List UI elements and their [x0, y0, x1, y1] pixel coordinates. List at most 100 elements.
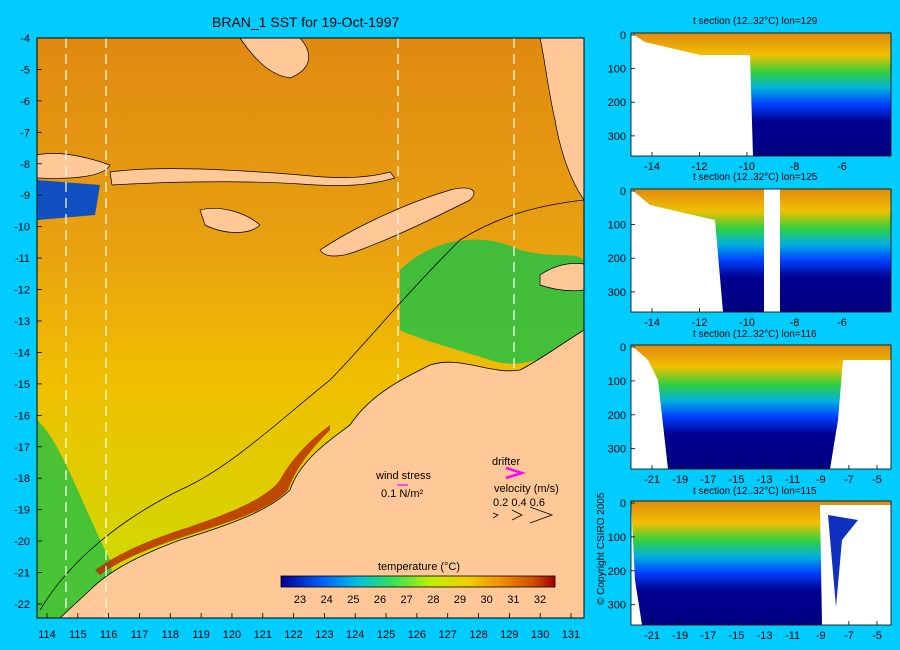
x-tick-label: 122 [284, 629, 302, 641]
x-tick-label: 126 [408, 629, 426, 641]
section-x-tick-label: -17 [700, 630, 716, 642]
x-tick-label: 115 [69, 629, 87, 641]
section-axes: 0 100 200 300 -14 -12 -10 -8 -6 0 100 200 300 -14 -12 -… [608, 30, 882, 642]
sections-svg: 0 100 200 300 -14 -12 -10 -8 -6 0 100 200 300 -14 -12 -… [608, 30, 892, 642]
velocity-label: velocity (m/s) [494, 483, 559, 495]
section-y-tick-label: 100 [608, 64, 626, 76]
australia-land [58, 329, 585, 619]
section-x-tick-label: -12 [692, 161, 708, 173]
section-y-tick-label: 0 [620, 186, 626, 198]
section-x-tick-label: -21 [644, 630, 660, 642]
colorbar-ticks: 23 24 25 26 27 28 29 30 31 32 [294, 594, 546, 606]
colorbar-tick-label: 24 [321, 594, 333, 606]
y-tick-label: -22 [14, 599, 30, 611]
section-x-tick-label: -5 [872, 474, 882, 486]
x-tick-label: 131 [562, 629, 580, 641]
velocity-arrows-icon [492, 506, 554, 524]
colorbar-tick-label: 29 [454, 594, 466, 606]
y-tick-label: -9 [20, 190, 30, 202]
section-y-tick-label: 0 [620, 342, 626, 354]
cold-water-patch [37, 180, 100, 220]
section-y-tick-label: 100 [608, 376, 626, 388]
y-tick-label: -13 [14, 316, 30, 328]
section-y-tick-label: 200 [608, 410, 626, 422]
section-y-tick-label: 200 [608, 253, 626, 265]
sst-map: -4 -5 -6 -7 -8 -9 -10 -11 -12 -13 -14 -15 -16 -17 -18 -… [14, 33, 585, 641]
x-tick-label: 121 [254, 629, 272, 641]
y-tick-label: -12 [14, 285, 30, 297]
shelf-contour [39, 199, 585, 611]
section-x-tick-label: -15 [728, 630, 744, 642]
section-x-tick-label: -17 [700, 474, 716, 486]
colorbar-tick-label: 27 [401, 594, 413, 606]
section-y-tick-label: 300 [608, 600, 626, 612]
section-x-tick-label: -13 [757, 474, 773, 486]
lesser-sunda-islands [109, 168, 396, 186]
y-tick-label: -4 [20, 33, 30, 45]
colorbar [280, 575, 556, 588]
section-x-tick-label: -15 [728, 474, 744, 486]
colorbar-tick-label: 28 [427, 594, 439, 606]
section-x-tick-label: -10 [739, 161, 755, 173]
x-tick-label: 116 [100, 629, 118, 641]
new-guinea-island [539, 37, 585, 202]
map-frame [36, 37, 585, 619]
section-x-tick-label: -6 [837, 161, 847, 173]
drifter-arrow-icon [505, 466, 527, 480]
section-y-tick-label: 100 [608, 220, 626, 232]
y-tick-label: -6 [20, 96, 30, 108]
section-title-2: t section (12..32°C) lon=125 [693, 172, 818, 183]
y-tick-label: -14 [14, 347, 30, 359]
x-tick-label: 127 [439, 629, 457, 641]
section-x-tick-label: -8 [790, 161, 800, 173]
y-tick-label: -11 [15, 253, 30, 265]
x-tick-label: 130 [531, 629, 549, 641]
y-tick-label: -17 [14, 442, 30, 454]
section-x-tick-label: -9 [816, 630, 826, 642]
x-tick-label: 128 [469, 629, 487, 641]
section-x-tick-label: -6 [837, 317, 847, 329]
x-tick-label: 119 [192, 629, 210, 641]
cool-water-patch [400, 239, 584, 364]
section-x-tick-label: -21 [644, 474, 660, 486]
y-axis: -4 -5 -6 -7 -8 -9 -10 -11 -12 -13 -14 -15 -16 -17 -18 -… [14, 33, 42, 611]
wind-stress-scale: 0.1 N/m² [381, 488, 424, 500]
section-x-tick-label: -19 [672, 630, 688, 642]
y-tick-label: -8 [20, 159, 30, 171]
section-panel-lon125 [630, 188, 892, 313]
y-tick-label: -21 [14, 568, 30, 580]
y-tick-label: -18 [14, 473, 30, 485]
section-x-tick-label: -14 [644, 317, 660, 329]
warm-coastal-strip [95, 425, 330, 575]
chart-title: BRAN_1 SST for 19-Oct-1997 [212, 14, 400, 30]
section-title-4: t section (12..32°C) lon=115 [693, 486, 817, 497]
x-tick-label: 123 [315, 629, 333, 641]
wind-stress-label: wind stress [376, 470, 432, 482]
section-x-tick-label: -5 [872, 630, 882, 642]
y-tick-label: -15 [14, 379, 30, 391]
section-x-tick-label: -7 [844, 630, 854, 642]
section-y-tick-label: 300 [608, 287, 626, 299]
section-x-tick-label: -14 [644, 161, 660, 173]
y-tick-label: -19 [14, 505, 30, 517]
section-x-tick-label: -10 [739, 317, 755, 329]
y-tick-label: -20 [14, 536, 30, 548]
x-axis: 114 115 116 117 118 119 120 121 122 123 124 125 126 1… [38, 613, 580, 641]
section-y-tick-label: 200 [608, 566, 626, 578]
x-tick-label: 125 [377, 629, 395, 641]
colorbar-tick-label: 25 [347, 594, 359, 606]
x-tick-label: 120 [223, 629, 241, 641]
section-x-tick-label: -13 [757, 630, 773, 642]
drifter-label: drifter [492, 456, 521, 468]
section-x-tick-label: -19 [672, 474, 688, 486]
velocity-scale: 0.2 0.4 0.6 [493, 497, 545, 509]
colorbar-tick-label: 26 [374, 594, 386, 606]
x-tick-label: 118 [162, 629, 180, 641]
y-tick-label: -5 [20, 64, 30, 76]
section-y-tick-label: 0 [620, 498, 626, 510]
section-y-tick-label: 300 [608, 444, 626, 456]
section-title-1: t section (12..32°C) lon=129 [693, 16, 818, 27]
section-panel-lon129 [630, 32, 892, 157]
section-title-3: t section (12..32°C) lon=116 [693, 329, 817, 340]
colorbar-tick-label: 30 [481, 594, 493, 606]
